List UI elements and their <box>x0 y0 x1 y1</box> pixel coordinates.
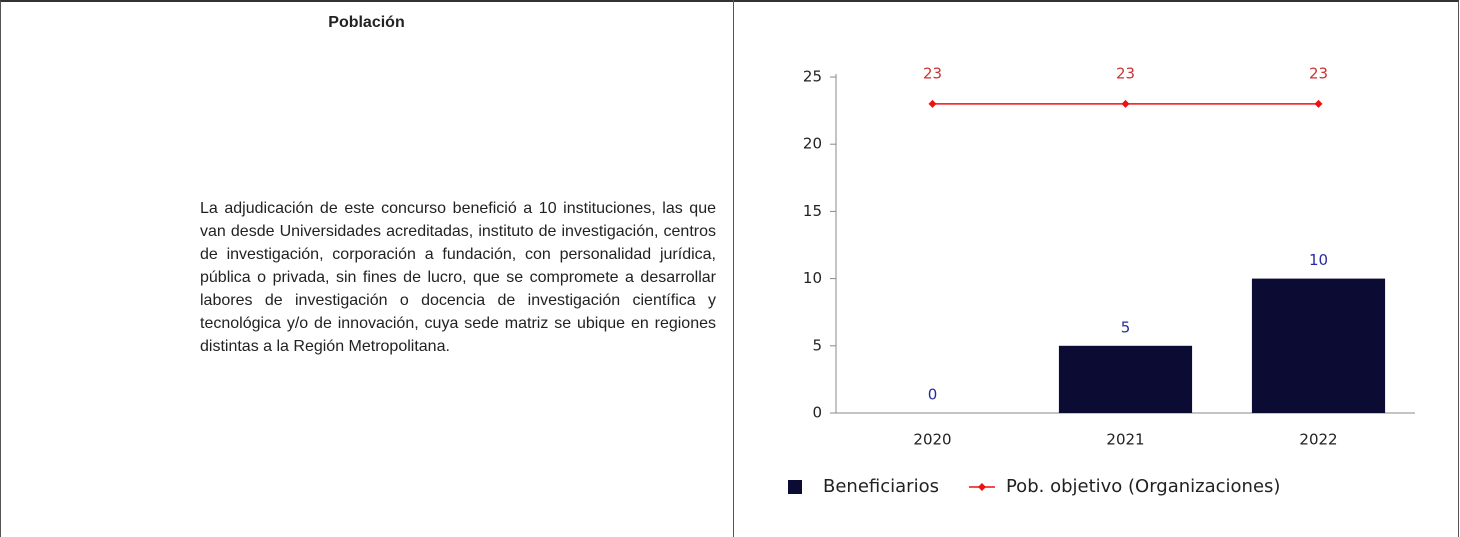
description: La adjudicación de este concurso benefic… <box>200 200 716 355</box>
legend-label: Pob. objetivo (Organizaciones) <box>1006 476 1280 497</box>
x-tick-label: 2022 <box>1299 431 1337 449</box>
y-tick-label: 20 <box>803 135 822 153</box>
x-tick-label: 2021 <box>1106 431 1144 449</box>
y-tick-label: 25 <box>803 68 822 86</box>
data-label: 23 <box>923 64 942 82</box>
data-label: 10 <box>1309 251 1328 269</box>
y-tick-label: 5 <box>812 336 822 354</box>
x-tick-label: 2020 <box>913 431 951 449</box>
data-label: 23 <box>1309 64 1328 82</box>
legend-swatch <box>788 480 802 494</box>
bar <box>1058 345 1193 413</box>
line-marker <box>1121 99 1130 108</box>
data-label: 0 <box>928 386 938 404</box>
legend-label: Beneficiarios <box>823 476 939 497</box>
line-marker <box>1314 99 1323 108</box>
data-label: 23 <box>1116 64 1135 82</box>
line-marker <box>928 99 937 108</box>
y-tick-label: 0 <box>812 404 822 422</box>
header: Población <box>328 14 405 31</box>
bar <box>1251 278 1386 413</box>
y-tick-label: 10 <box>803 269 822 287</box>
data-label: 5 <box>1121 318 1131 336</box>
cell-divider <box>733 0 734 537</box>
legend-swatch <box>977 483 986 491</box>
y-tick-label: 15 <box>803 202 822 220</box>
